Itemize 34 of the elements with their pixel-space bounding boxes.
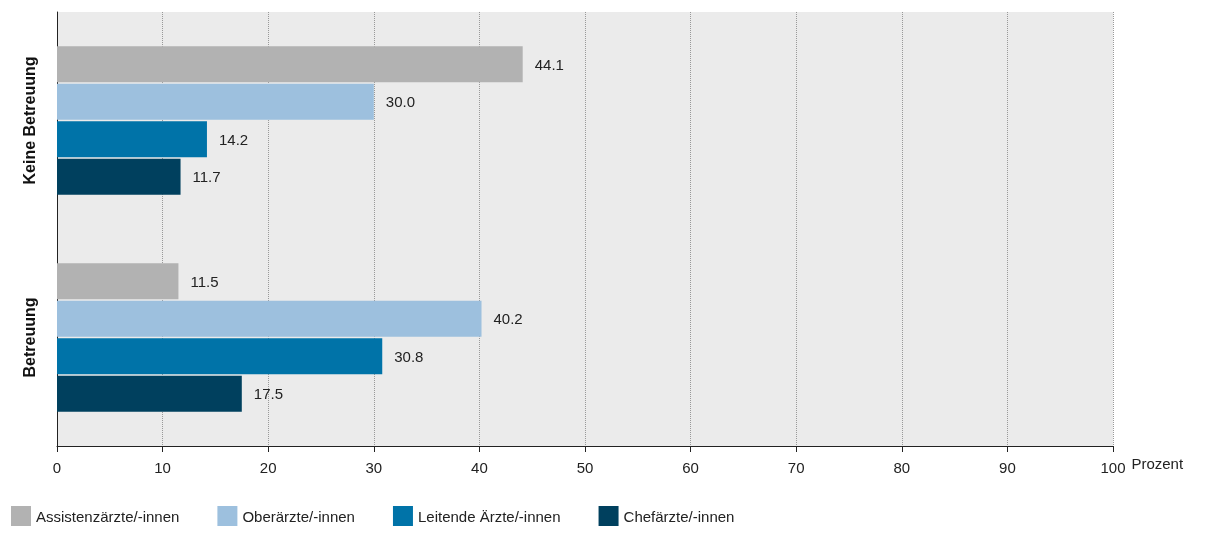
x-tick-label: 20 xyxy=(259,459,277,476)
x-tick-label: 30 xyxy=(365,459,383,476)
bar xyxy=(57,83,374,120)
legend-label: Oberärzte/-innen xyxy=(242,507,355,525)
data-label: 30.8 xyxy=(394,347,424,365)
data-label: 30.0 xyxy=(385,93,415,111)
data-label: 11.7 xyxy=(192,168,221,186)
y-tick-label: Keine Betreuung xyxy=(20,56,38,185)
x-tick-label: 100 xyxy=(1100,459,1126,476)
legend-label: Chefärzte/-innen xyxy=(623,507,735,525)
data-label: 14.2 xyxy=(218,130,249,148)
x-tick-label: 10 xyxy=(154,459,171,476)
x-tick-label: 80 xyxy=(893,459,911,476)
bar xyxy=(57,121,207,158)
bar xyxy=(57,46,523,83)
x-axis-title: Prozent xyxy=(1131,455,1184,472)
data-label: 44.1 xyxy=(534,55,564,73)
x-tick-label: 40 xyxy=(471,459,488,476)
x-tick-label: 60 xyxy=(682,459,699,476)
x-tick-label: 70 xyxy=(787,459,805,476)
y-tick-label: Betreuung xyxy=(20,297,38,378)
x-tick-label: 50 xyxy=(576,459,594,476)
legend-label: Leitende Ärzte/-innen xyxy=(417,507,561,525)
bar xyxy=(57,375,242,412)
data-label: 11.5 xyxy=(190,272,219,290)
data-label: 40.2 xyxy=(493,310,523,328)
bar xyxy=(57,338,383,375)
legend-label: Assistenzärzte/-innen xyxy=(36,507,180,525)
data-label: 17.5 xyxy=(253,385,283,403)
x-tick-label: 90 xyxy=(999,459,1016,476)
x-tick-label: 0 xyxy=(52,459,62,476)
bar xyxy=(57,263,179,300)
bar xyxy=(57,300,482,337)
bar xyxy=(57,158,181,195)
